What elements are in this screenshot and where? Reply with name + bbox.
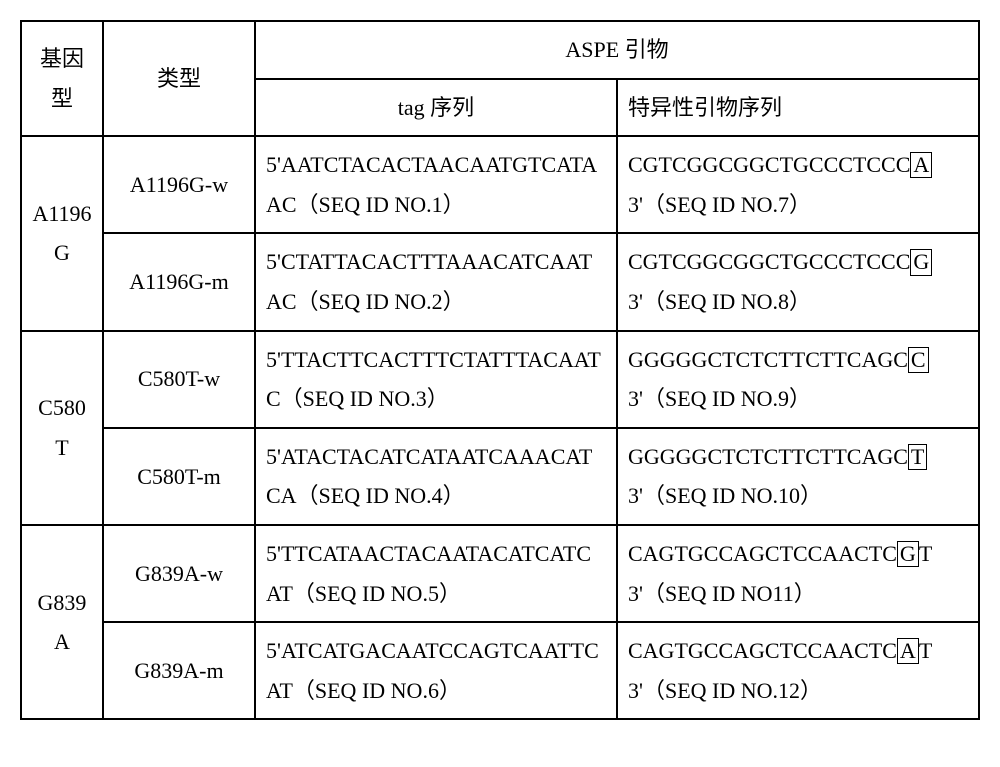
primer-post: 3'（SEQ ID NO.7） — [628, 192, 811, 217]
tag-cell: 5'AATCTACACTAACAATGTCATAAC（SEQ ID NO.1） — [255, 136, 617, 233]
primer-boxed-base: T — [908, 444, 927, 470]
primer-cell: GGGGGCTCTCTTCTTCAGCT 3'（SEQ ID NO.10） — [617, 428, 979, 525]
primer-pre: CAGTGCCAGCTCCAACTC — [628, 638, 897, 663]
primer-boxed-base: A — [897, 638, 919, 664]
primer-boxed-base: G — [910, 249, 932, 275]
primer-post: 3'（SEQ ID NO.10） — [628, 483, 822, 508]
primer-boxed-base: C — [908, 347, 929, 373]
primer-cell: CGTCGGCGGCTGCCCTCCCG 3'（SEQ ID NO.8） — [617, 233, 979, 330]
genotype-cell: C580T — [21, 331, 103, 525]
primer-pre: GGGGGCTCTCTTCTTCAGC — [628, 444, 908, 469]
primer-pre: CGTCGGCGGCTGCCCTCCC — [628, 249, 910, 274]
type-cell: C580T-w — [103, 331, 255, 428]
primer-cell: CAGTGCCAGCTCCAACTCAT 3'（SEQ ID NO.12） — [617, 622, 979, 719]
table-row: G839A G839A-w 5'TTCATAACTACAATACATCATCAT… — [21, 525, 979, 622]
genotype-cell: A1196G — [21, 136, 103, 330]
type-cell: A1196G-w — [103, 136, 255, 233]
tag-cell: 5'CTATTACACTTTAAACATCAATAC（SEQ ID NO.2） — [255, 233, 617, 330]
type-cell: C580T-m — [103, 428, 255, 525]
primer-pre: GGGGGCTCTCTTCTTCAGC — [628, 347, 908, 372]
primer-boxed-base: G — [897, 541, 919, 567]
table-row: A1196G A1196G-w 5'AATCTACACTAACAATGTCATA… — [21, 136, 979, 233]
header-primer: 特异性引物序列 — [617, 79, 979, 137]
type-cell: G839A-w — [103, 525, 255, 622]
primer-boxed-base: A — [910, 152, 932, 178]
tag-cell: 5'ATACTACATCATAATCAAACATCA（SEQ ID NO.4） — [255, 428, 617, 525]
primer-pre: CGTCGGCGGCTGCCCTCCC — [628, 152, 910, 177]
type-cell: A1196G-m — [103, 233, 255, 330]
table-row: G839A-m 5'ATCATGACAATCCAGTCAATTCAT（SEQ I… — [21, 622, 979, 719]
table-row: C580T-m 5'ATACTACATCATAATCAAACATCA（SEQ I… — [21, 428, 979, 525]
header-genotype: 基因型 — [21, 21, 103, 136]
primer-post: 3'（SEQ ID NO.8） — [628, 289, 811, 314]
tag-cell: 5'TTACTTCACTTTCTATTTACAATC（SEQ ID NO.3） — [255, 331, 617, 428]
primer-pre: CAGTGCCAGCTCCAACTC — [628, 541, 897, 566]
type-cell: G839A-m — [103, 622, 255, 719]
table-row: C580T C580T-w 5'TTACTTCACTTTCTATTTACAATC… — [21, 331, 979, 428]
tag-cell: 5'TTCATAACTACAATACATCATCAT（SEQ ID NO.5） — [255, 525, 617, 622]
tag-cell: 5'ATCATGACAATCCAGTCAATTCAT（SEQ ID NO.6） — [255, 622, 617, 719]
header-aspe: ASPE 引物 — [255, 21, 979, 79]
genotype-cell: G839A — [21, 525, 103, 719]
primer-post: 3'（SEQ ID NO.9） — [628, 386, 811, 411]
header-type: 类型 — [103, 21, 255, 136]
table-row: A1196G-m 5'CTATTACACTTTAAACATCAATAC（SEQ … — [21, 233, 979, 330]
header-tag: tag 序列 — [255, 79, 617, 137]
primer-cell: GGGGGCTCTCTTCTTCAGCC 3'（SEQ ID NO.9） — [617, 331, 979, 428]
primer-cell: CGTCGGCGGCTGCCCTCCCA 3'（SEQ ID NO.7） — [617, 136, 979, 233]
primer-table: 基因型 类型 ASPE 引物 tag 序列 特异性引物序列 A1196G A11… — [20, 20, 980, 720]
primer-cell: CAGTGCCAGCTCCAACTCGT 3'（SEQ ID NO11） — [617, 525, 979, 622]
